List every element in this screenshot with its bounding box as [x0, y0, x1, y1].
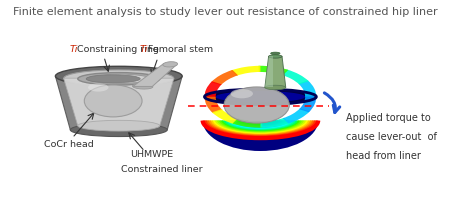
Ellipse shape: [224, 87, 289, 123]
Bar: [201, 88, 320, 120]
Ellipse shape: [78, 120, 160, 131]
Wedge shape: [212, 109, 239, 124]
Wedge shape: [298, 80, 316, 97]
Ellipse shape: [270, 52, 280, 55]
Ellipse shape: [84, 85, 142, 117]
Text: cause lever-out  of: cause lever-out of: [346, 132, 437, 142]
Polygon shape: [133, 64, 176, 87]
Ellipse shape: [230, 89, 253, 98]
FancyArrowPatch shape: [324, 93, 340, 113]
Text: Femoral stem: Femoral stem: [148, 45, 213, 54]
Ellipse shape: [88, 83, 108, 92]
Ellipse shape: [265, 85, 286, 90]
Wedge shape: [231, 66, 261, 76]
Text: Ti: Ti: [140, 45, 148, 54]
Ellipse shape: [202, 90, 318, 151]
Text: Ti: Ti: [70, 45, 78, 54]
Wedge shape: [233, 118, 262, 128]
Text: head from liner: head from liner: [346, 151, 421, 161]
Text: Constrained liner: Constrained liner: [122, 165, 203, 174]
Text: Finite element analysis to study lever out resistance of constrained hip liner: Finite element analysis to study lever o…: [13, 7, 437, 17]
Ellipse shape: [269, 55, 282, 58]
Ellipse shape: [163, 62, 178, 67]
Wedge shape: [204, 81, 222, 98]
Ellipse shape: [55, 66, 182, 86]
Ellipse shape: [78, 73, 160, 85]
Wedge shape: [204, 97, 222, 113]
Wedge shape: [261, 118, 290, 128]
Text: CoCr head: CoCr head: [44, 140, 94, 149]
Ellipse shape: [216, 91, 305, 103]
Ellipse shape: [64, 70, 174, 87]
Ellipse shape: [86, 75, 140, 83]
Polygon shape: [265, 57, 286, 88]
Ellipse shape: [70, 123, 167, 136]
Wedge shape: [258, 66, 288, 75]
Ellipse shape: [206, 89, 315, 104]
Text: UHMWPE: UHMWPE: [130, 150, 173, 159]
Ellipse shape: [132, 84, 153, 89]
Ellipse shape: [87, 74, 150, 83]
Wedge shape: [283, 108, 310, 124]
Text: Constraining ring: Constraining ring: [77, 45, 159, 54]
Wedge shape: [299, 96, 316, 112]
Text: Applied torque to: Applied torque to: [346, 113, 431, 124]
Polygon shape: [63, 78, 174, 126]
Polygon shape: [265, 57, 274, 88]
Wedge shape: [211, 70, 238, 85]
Wedge shape: [281, 69, 309, 84]
Polygon shape: [55, 76, 182, 130]
